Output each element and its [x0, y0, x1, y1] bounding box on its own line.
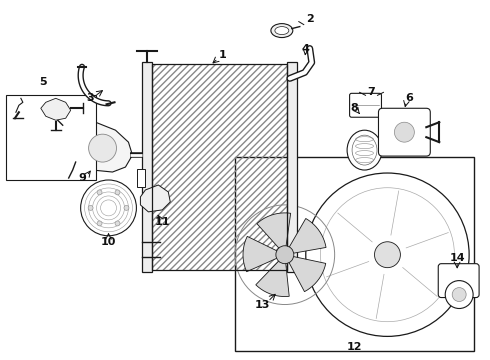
Text: 7: 7 [368, 87, 375, 97]
Polygon shape [257, 213, 291, 250]
Bar [287, 62, 297, 272]
Bar [143, 62, 152, 272]
Polygon shape [288, 219, 326, 254]
Circle shape [394, 122, 415, 142]
Ellipse shape [275, 27, 289, 35]
Circle shape [374, 242, 400, 268]
Circle shape [115, 190, 120, 195]
Ellipse shape [271, 24, 293, 37]
Text: 5: 5 [39, 77, 47, 87]
Text: 13: 13 [254, 300, 270, 310]
Polygon shape [41, 98, 71, 120]
Polygon shape [288, 256, 326, 292]
Ellipse shape [347, 130, 382, 170]
Text: 10: 10 [101, 237, 116, 247]
FancyBboxPatch shape [378, 108, 430, 156]
Circle shape [276, 246, 294, 264]
Bar [152, 64, 287, 270]
Circle shape [97, 221, 102, 226]
Circle shape [89, 134, 117, 162]
Circle shape [306, 173, 469, 336]
Text: 11: 11 [154, 217, 170, 227]
Ellipse shape [352, 135, 377, 165]
Bar [137, 169, 146, 187]
Polygon shape [141, 185, 171, 212]
Polygon shape [243, 237, 279, 272]
Bar [235, 157, 474, 351]
Circle shape [115, 221, 120, 226]
Bar [6, 95, 96, 180]
Text: 12: 12 [347, 342, 362, 352]
Circle shape [97, 190, 102, 195]
Text: 9: 9 [79, 173, 87, 183]
Text: 6: 6 [405, 93, 413, 103]
Circle shape [81, 180, 136, 236]
Text: 8: 8 [351, 103, 359, 113]
Circle shape [88, 206, 93, 210]
Text: 4: 4 [302, 44, 310, 54]
FancyBboxPatch shape [438, 264, 479, 298]
Text: 2: 2 [306, 14, 314, 24]
Polygon shape [53, 120, 132, 172]
Circle shape [124, 206, 129, 210]
Circle shape [452, 288, 466, 302]
Text: 1: 1 [218, 50, 226, 60]
Circle shape [445, 280, 473, 309]
Text: 3: 3 [87, 93, 95, 103]
Polygon shape [256, 259, 289, 297]
FancyBboxPatch shape [349, 93, 382, 117]
Text: 14: 14 [449, 253, 465, 263]
Bar [152, 64, 287, 270]
